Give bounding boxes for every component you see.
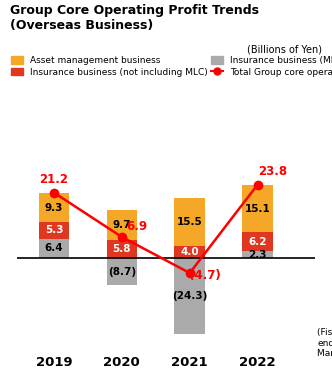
Bar bbox=[39, 193, 69, 222]
Bar bbox=[242, 185, 273, 232]
Text: 6.4: 6.4 bbox=[44, 243, 63, 253]
Text: 23.8: 23.8 bbox=[258, 165, 287, 178]
Text: 9.7: 9.7 bbox=[113, 221, 131, 231]
Text: Group Core Operating Profit Trends (Overseas Business): Group Core Operating Profit Trends (Over… bbox=[10, 4, 259, 32]
Text: 5.3: 5.3 bbox=[45, 225, 63, 235]
Bar bbox=[107, 258, 137, 285]
Bar bbox=[242, 232, 273, 251]
Bar bbox=[242, 251, 273, 258]
Legend: Asset management business, Insurance business (not including MLC), Insurance bus: Asset management business, Insurance bus… bbox=[11, 56, 332, 77]
Text: 6.9: 6.9 bbox=[126, 220, 147, 233]
Text: 2.3: 2.3 bbox=[248, 250, 267, 260]
Bar bbox=[107, 240, 137, 258]
Bar bbox=[39, 222, 69, 239]
Bar bbox=[175, 198, 205, 246]
Text: 5.8: 5.8 bbox=[113, 245, 131, 255]
Bar bbox=[39, 239, 69, 258]
Text: 9.3: 9.3 bbox=[45, 203, 63, 213]
Text: (24.3): (24.3) bbox=[172, 291, 208, 301]
Text: 4.0: 4.0 bbox=[181, 247, 199, 257]
Text: (8.7): (8.7) bbox=[108, 267, 136, 277]
Text: (4.7): (4.7) bbox=[189, 269, 220, 282]
Bar bbox=[107, 210, 137, 240]
Bar bbox=[175, 258, 205, 334]
Text: 21.2: 21.2 bbox=[40, 173, 68, 186]
Text: (Fiscal years
ended
March 31): (Fiscal years ended March 31) bbox=[317, 328, 332, 358]
Bar bbox=[175, 246, 205, 258]
Text: 6.2: 6.2 bbox=[248, 237, 267, 247]
Text: 15.1: 15.1 bbox=[245, 204, 271, 213]
Text: (Billions of Yen): (Billions of Yen) bbox=[247, 44, 322, 54]
Text: 15.5: 15.5 bbox=[177, 217, 203, 227]
